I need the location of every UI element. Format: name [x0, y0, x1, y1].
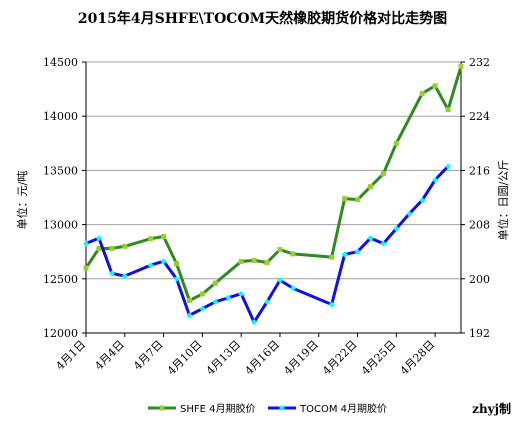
point-shfe	[238, 258, 244, 264]
legend-label: TOCOM 4月期胶价	[299, 402, 387, 415]
x-tick-label: 4月13日	[204, 338, 244, 378]
point-shfe	[96, 245, 102, 251]
point-shfe	[186, 297, 192, 303]
point-shfe	[380, 171, 386, 177]
series-line-shfe	[84, 65, 463, 302]
point-shfe	[290, 251, 296, 257]
x-tick-label: 4月28日	[398, 338, 438, 378]
point-tocom	[212, 298, 219, 305]
point-shfe	[83, 265, 89, 271]
left-axis-ticks: 12000 12500 13000 13500 14000 14500	[43, 56, 86, 340]
left-tick-label: 14500	[43, 56, 78, 69]
point-tocom	[199, 305, 206, 312]
point-tocom	[186, 312, 193, 319]
left-tick-label: 12500	[43, 273, 78, 286]
x-tick-label: 4月19日	[281, 338, 321, 378]
point-shfe	[251, 257, 257, 263]
point-shfe	[367, 184, 373, 190]
point-tocom	[367, 235, 374, 242]
right-tick-label: 208	[469, 219, 490, 232]
right-tick-label: 200	[469, 273, 490, 286]
legend-marker	[159, 405, 165, 411]
point-shfe	[148, 236, 154, 242]
point-shfe	[277, 247, 283, 253]
point-shfe	[419, 90, 425, 96]
left-tick-label: 13000	[43, 219, 78, 232]
point-shfe	[393, 140, 399, 146]
point-shfe	[342, 196, 348, 202]
point-tocom	[380, 240, 387, 247]
point-shfe	[458, 63, 464, 69]
point-tocom	[406, 210, 413, 217]
left-tick-label: 13500	[43, 164, 78, 177]
point-tocom	[393, 225, 400, 232]
right-tick-label: 232	[469, 56, 490, 69]
point-shfe	[432, 83, 438, 89]
gridlines	[86, 61, 461, 280]
right-tick-label: 216	[469, 164, 490, 177]
point-shfe	[445, 107, 451, 113]
x-tick-label: 4月22日	[320, 338, 360, 378]
legend: SHFE 4月期胶价 TOCOM 4月期胶价	[148, 402, 387, 415]
series-line-tocom	[85, 165, 450, 324]
legend-item-shfe: SHFE 4月期胶价	[148, 402, 255, 415]
y-axis-label-right: 单位：日圆/公斤	[496, 160, 510, 241]
point-shfe	[161, 234, 167, 240]
x-tick-label: 4月16日	[242, 338, 282, 378]
point-shfe	[174, 261, 180, 267]
x-axis-ticks: 4月1日 4月4日 4月7日 4月10日 4月13日 4月16日 4月19日 4月22日 4月2…	[53, 333, 437, 378]
point-tocom	[160, 258, 167, 265]
point-tocom	[264, 298, 271, 305]
point-shfe	[199, 291, 205, 297]
legend-label: SHFE 4月期胶价	[180, 402, 255, 415]
point-tocom	[354, 248, 361, 255]
point-shfe	[109, 245, 115, 251]
point-tocom	[289, 285, 296, 292]
point-tocom	[251, 319, 258, 326]
point-tocom	[121, 273, 128, 280]
series-shfe	[83, 63, 464, 303]
axes	[85, 62, 462, 334]
point-tocom	[147, 262, 154, 269]
point-tocom	[225, 294, 232, 301]
point-tocom	[328, 301, 335, 308]
legend-marker	[279, 405, 285, 411]
x-tick-label: 4月1日	[53, 338, 88, 373]
point-shfe	[212, 280, 218, 286]
chart-title: 2015年4月SHFE\TOCOM天然橡胶期货价格对比走势图	[77, 11, 448, 27]
point-tocom	[341, 251, 348, 258]
point-tocom	[83, 240, 89, 247]
legend-item-tocom: TOCOM 4月期胶价	[268, 402, 387, 415]
point-tocom	[419, 197, 426, 204]
series-layer	[83, 63, 464, 326]
point-shfe	[329, 254, 335, 260]
point-shfe	[355, 197, 361, 203]
x-tick-label: 4月25日	[359, 338, 399, 378]
point-shfe	[122, 243, 128, 249]
x-tick-label: 4月4日	[92, 338, 127, 373]
point-tocom	[238, 290, 245, 297]
point-tocom	[108, 270, 115, 277]
series-tocom	[83, 163, 452, 326]
point-shfe	[264, 260, 270, 266]
point-tocom	[276, 277, 283, 284]
right-axis-ticks: 192 200 208 216 224 232	[461, 56, 490, 340]
point-tocom	[173, 275, 180, 282]
point-tocom	[95, 235, 102, 242]
point-tocom	[432, 176, 439, 183]
right-tick-label: 224	[469, 110, 490, 123]
right-tick-label: 192	[469, 327, 490, 340]
point-tocom	[445, 163, 452, 170]
left-tick-label: 12000	[43, 327, 78, 340]
left-tick-label: 14000	[43, 110, 78, 123]
watermark-text: zhyj制	[472, 402, 511, 416]
y-axis-label-left: 单位：元/吨	[15, 171, 29, 230]
x-tick-label: 4月10日	[165, 338, 205, 378]
x-tick-label: 4月7日	[131, 338, 166, 373]
